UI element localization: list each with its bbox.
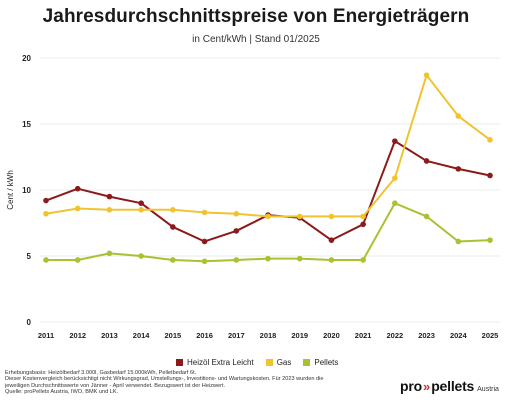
x-tick-label: 2019 [291,331,308,340]
legend-item-heizoel: Heizöl Extra Leicht [176,358,254,367]
x-tick-label: 2014 [133,331,151,340]
logo-arrows-icon: » [422,379,431,394]
data-point [201,238,208,245]
data-point [423,158,430,164]
y-tick-label: 15 [22,120,31,129]
axis-layer: 0 5 10 15 20 Cent / kWh 2011 2012 2013 2014 2015 20… [6,54,498,340]
y-tick-label: 0 [27,318,32,327]
data-point [423,213,430,220]
data-point [328,237,335,243]
y-tick-label: 20 [22,54,31,63]
x-tick-label: 2015 [165,331,182,340]
x-tick-label: 2025 [482,331,499,340]
legend-swatch-gas [265,359,273,366]
legend-label-pellets: Pellets [314,358,339,367]
x-tick-label: 2016 [196,331,213,340]
data-point [74,257,81,263]
x-tick-label: 2021 [355,331,372,340]
data-point [170,257,176,263]
data-point [233,228,240,234]
logo-brand-left: pro [400,378,422,394]
data-point [296,255,303,262]
data-point [328,257,335,263]
propellets-logo: pro » pellets Austria [400,378,499,394]
footnote: Erhebungsbasis: Heizölbedarf 3.000l, Gas… [5,370,385,396]
x-tick-label: 2024 [450,331,468,340]
legend-swatch-heizoel [176,359,183,366]
data-point [265,255,271,262]
data-point [360,257,366,263]
legend-item-gas: Gas [265,358,292,367]
data-point [43,197,49,204]
data-point [360,213,366,220]
data-point [296,213,303,220]
data-point [74,205,81,212]
data-point [201,258,208,265]
y-axis-title: Cent / kWh [6,170,15,210]
data-point [201,209,208,216]
series-line-1 [45,74,491,218]
y-tick-label: 10 [22,186,31,195]
data-point [392,175,398,181]
data-point [170,224,176,230]
logo-brand-right: pellets [431,378,475,394]
data-point [423,72,430,78]
chart-subtitle: in Cent/kWh | Stand 01/2025 [192,34,320,45]
data-point [106,207,113,213]
series-line-2 [46,202,491,263]
data-point [106,250,113,257]
data-point [328,213,335,220]
data-point [138,253,144,259]
data-point [455,166,462,172]
footnote-line-3: jeweiligen Durchschnittswerte von Jänner… [5,382,226,389]
x-tick-label: 2013 [101,331,118,340]
chart-title: Jahresdurchschnittspreise von Energieträ… [42,6,470,27]
data-point [74,185,81,192]
series-line-0 [45,140,491,243]
data-point [455,238,462,245]
data-point [392,200,398,206]
data-point [487,172,493,179]
legend-swatch-pellets [303,359,311,366]
data-point [138,207,144,213]
x-tick-label: 2023 [418,331,435,340]
footnote-line-4: Quelle: proPellets Austria, IWO, BMK und… [5,389,119,396]
x-tick-label: 2011 [38,331,54,340]
legend-label-heizoel: Heizöl Extra Leicht [187,358,254,367]
y-tick-label: 5 [27,252,32,261]
x-tick-label: 2018 [260,331,277,340]
data-point [170,207,176,213]
data-point [233,257,240,263]
data-point [487,137,493,143]
legend: Heizöl Extra Leicht Gas Pellets [176,358,338,367]
x-tick-label: 2017 [228,331,245,340]
data-point [43,210,49,217]
data-point [360,221,366,228]
x-tick-label: 2022 [387,331,404,340]
data-point [487,237,493,243]
grid-layer [40,57,500,323]
legend-item-pellets: Pellets [303,358,338,367]
data-point [265,213,271,220]
data-point [138,200,144,206]
logo-country: Austria [477,386,499,393]
footnote-line-1: Erhebungsbasis: Heizölbedarf 3.000l, Gas… [5,370,197,376]
x-tick-label: 2012 [69,331,86,340]
legend-label-gas: Gas [276,358,292,367]
data-point [233,210,240,217]
data-point [392,138,398,144]
x-tick-label: 2020 [323,331,340,340]
data-point [43,257,49,263]
data-point [455,113,462,119]
series-layer [43,72,493,265]
footnote-line-2: Dieser Kostenvergleich berücksichtigt ni… [5,376,324,383]
data-point [106,193,113,200]
